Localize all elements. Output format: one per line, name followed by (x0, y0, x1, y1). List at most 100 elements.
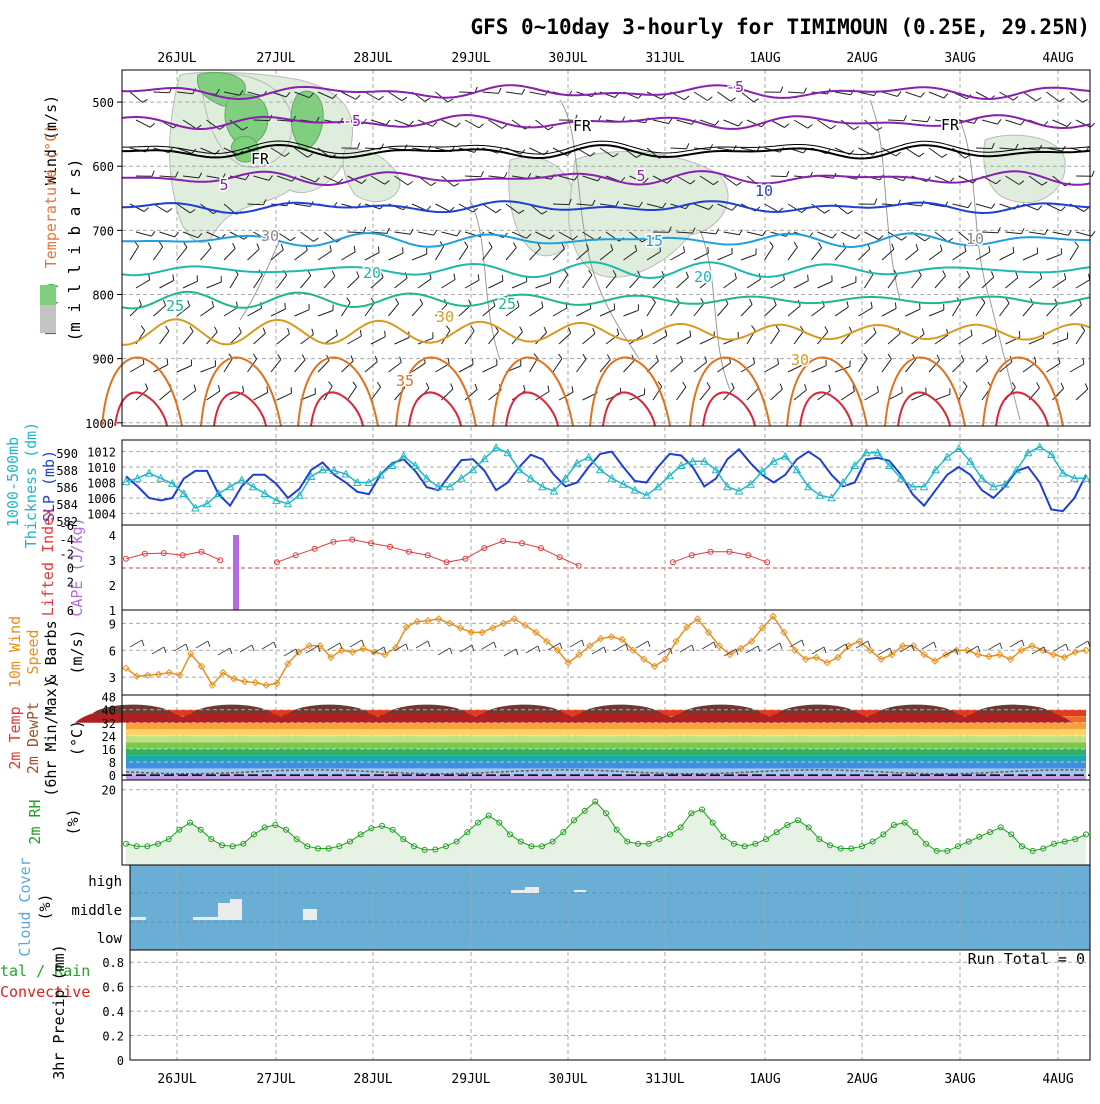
wind10-barb (130, 640, 142, 647)
temp-band (126, 762, 1086, 769)
temp-hump-top (581, 705, 661, 713)
temp-hump-top (974, 705, 1054, 713)
wind-barb-flag (502, 275, 503, 281)
slp-tick-label: 1006 (87, 492, 116, 506)
date-label-bottom: 3AUG (944, 1072, 975, 1087)
wind10-barb (1010, 640, 1022, 647)
wind10-barb-flag (186, 644, 188, 650)
wind-barb-flag (902, 387, 903, 393)
date-label-bottom: 26JUL (157, 1072, 196, 1087)
wind10-barb-flag (1000, 643, 1002, 649)
wind10-barb (790, 640, 802, 647)
temp-tick-label: 48 (102, 691, 116, 705)
contour-label: 5 (636, 167, 645, 185)
pressure-tick-label: 1000 (85, 417, 114, 431)
cloud-tick-label: low (97, 931, 123, 947)
cape-tick-label: 4 (109, 529, 116, 543)
date-label-top: 29JUL (451, 51, 490, 66)
precip-tick-label: 0.4 (102, 1005, 124, 1019)
rh2m-tick-label: 20 (102, 784, 116, 798)
wind-barb-flag (267, 387, 268, 393)
date-label-bottom: 31JUL (645, 1072, 684, 1087)
wind10-barb-flag (230, 648, 232, 654)
contour-label: 30 (436, 308, 454, 326)
temp-band (126, 756, 1086, 763)
wind10-barb-flag (428, 641, 430, 647)
pressure-tick-label: 500 (92, 96, 114, 110)
temp-band (126, 749, 1086, 756)
wind-barb-flag (1092, 171, 1094, 177)
li-tick-label: -2 (60, 547, 74, 561)
wind-barb-flag (385, 331, 386, 337)
wind10-barb (680, 645, 692, 652)
contour-label: 25 (166, 297, 184, 315)
wind10-barb-flag (582, 640, 584, 646)
date-label-bottom: 30JUL (548, 1072, 587, 1087)
upper-axis-label: (m i l l i b a r s) (65, 158, 84, 341)
precip-axis-label: 3hr Precip (mm) (50, 944, 68, 1079)
wind10-barb (196, 641, 208, 648)
contour-label: FR (251, 150, 270, 168)
temp-tick-label: 32 (102, 717, 116, 731)
wind10-barb-flag (648, 641, 650, 647)
wind10-barb (526, 646, 538, 653)
wind10-unit: (m/s) (68, 629, 86, 674)
wind10-barb-flag (208, 641, 210, 647)
wind-barb (348, 232, 364, 233)
temp-hump-top (192, 705, 272, 713)
wind10-barb (262, 642, 274, 649)
contour-label: 5 (219, 176, 228, 194)
date-label-bottom: 28JUL (353, 1072, 392, 1087)
contour-label: 30 (261, 227, 279, 245)
date-label-top: 2AUG (846, 51, 877, 66)
wind10-barb (636, 641, 648, 648)
slp-line (126, 449, 1086, 511)
thickness-tick-label: 586 (56, 481, 78, 495)
wind10-barb (218, 648, 230, 655)
wind10-barb (702, 642, 714, 649)
temp-band (126, 736, 1086, 743)
cape-tick-label: 1 (109, 604, 116, 618)
wind10-barb (416, 641, 428, 648)
temp2m-unit: (°C) (68, 720, 86, 756)
wind10-barb-flag (252, 645, 254, 651)
wind10-barb (570, 640, 582, 647)
cloud-cover-bar (574, 890, 586, 892)
wind10-barb (988, 643, 1000, 650)
date-label-top: 26JUL (157, 51, 196, 66)
contour-label: 10 (966, 230, 984, 248)
contour-label: -5 (726, 78, 744, 96)
wind10-tick-label: 6 (109, 644, 116, 658)
pressure-tick-label: 600 (92, 160, 114, 174)
slp-tick-label: 1012 (87, 446, 116, 460)
precip-label-1: tal / Rain (0, 962, 90, 980)
contour-label: 20 (694, 268, 712, 286)
date-label-bottom: 27JUL (256, 1072, 295, 1087)
cloud-cover-bar (303, 909, 317, 920)
cape-tick-label: 3 (109, 554, 116, 568)
chart-title: GFS 0~10day 3-hourly for TIMIMOUN (0.25E… (470, 15, 1090, 39)
wind10-label-3: & Barbs (42, 620, 60, 683)
precip-tick-label: 0 (117, 1054, 124, 1068)
wind-barb (771, 176, 787, 177)
rh2m-label: 2m RH (26, 799, 44, 844)
date-label-top: 3AUG (944, 51, 975, 66)
cape-tick-label: 2 (109, 579, 116, 593)
date-label-top: 28JUL (353, 51, 392, 66)
date-label-top: 4AUG (1042, 51, 1073, 66)
temp-tick-label: 0 (109, 769, 116, 783)
li-tick-label: -6 (60, 519, 74, 533)
date-label-top: 27JUL (256, 51, 295, 66)
slp-tick-label: 1004 (87, 507, 116, 521)
temp-tick-label: 40 (102, 704, 116, 718)
li-tick-label: 2 (67, 576, 74, 590)
wind10-barb-flag (714, 642, 716, 648)
precip-panel (130, 950, 1090, 1060)
contour-label: FR (941, 116, 960, 134)
temp-band (126, 742, 1086, 749)
thickness-tick-label: 590 (56, 447, 78, 461)
contour-label: FR (573, 117, 592, 135)
wind10-barb-flag (538, 646, 540, 652)
precip-tick-label: 0.2 (102, 1030, 124, 1044)
wind10-barb-flag (802, 640, 804, 646)
